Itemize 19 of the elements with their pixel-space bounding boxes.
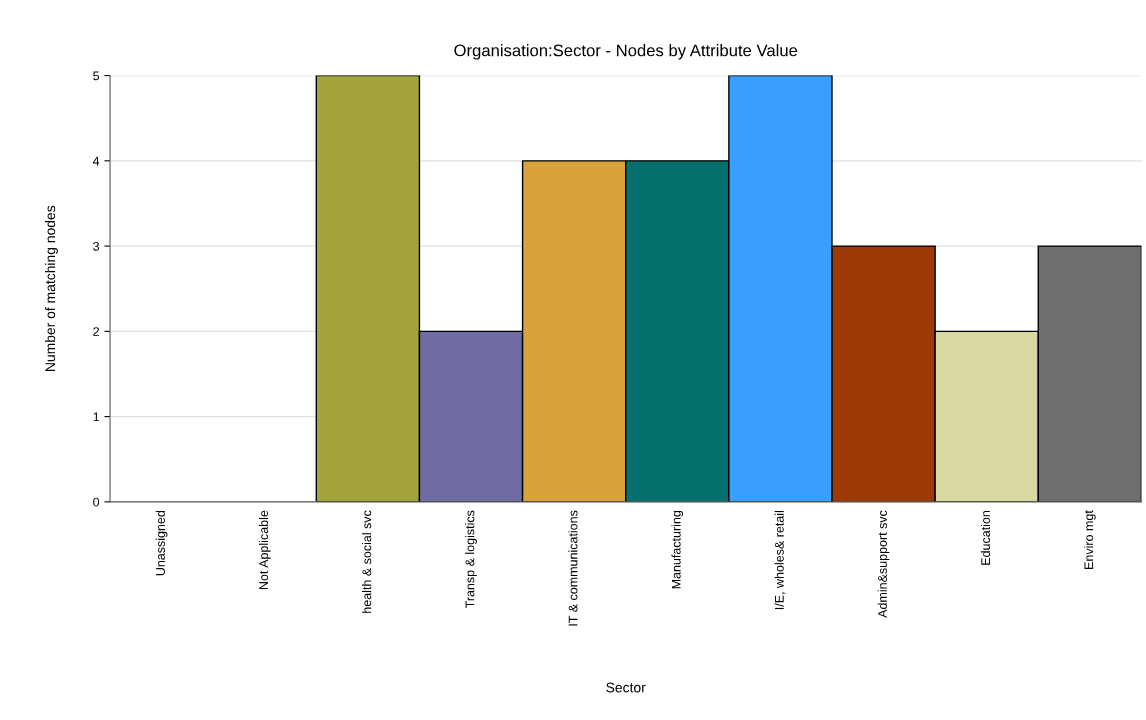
x-tick-label: Manufacturing bbox=[671, 510, 684, 589]
x-axis-title: Sector bbox=[606, 682, 646, 693]
x-tick-label: Not Applicable bbox=[258, 510, 271, 590]
x-tick-label: Transp & logistics bbox=[465, 510, 477, 609]
y-tick-label: 1 bbox=[93, 412, 99, 422]
y-tick-label: 3 bbox=[93, 241, 100, 251]
x-tick-label: I/E, wholes& retail bbox=[774, 511, 786, 610]
y-tick-label: 2 bbox=[93, 327, 99, 336]
x-tick-label: IT & communications bbox=[568, 510, 578, 626]
x-tick-label: Admin&support svc bbox=[877, 510, 890, 618]
y-tick-label: 5 bbox=[93, 71, 100, 81]
x-tick-label: Education bbox=[980, 510, 991, 565]
y-axis-title: Number of matching nodes bbox=[44, 205, 58, 371]
x-tick-label: health & social svc bbox=[362, 510, 372, 613]
x-tick-label: Unassigned bbox=[155, 510, 168, 576]
y-tick-label: 0 bbox=[93, 497, 100, 507]
x-tick-label: Enviro mgt bbox=[1084, 510, 1096, 569]
chart-title: Organisation:Sector - Nodes by Attribute Value bbox=[454, 44, 798, 60]
y-tick-label: 4 bbox=[92, 156, 100, 166]
